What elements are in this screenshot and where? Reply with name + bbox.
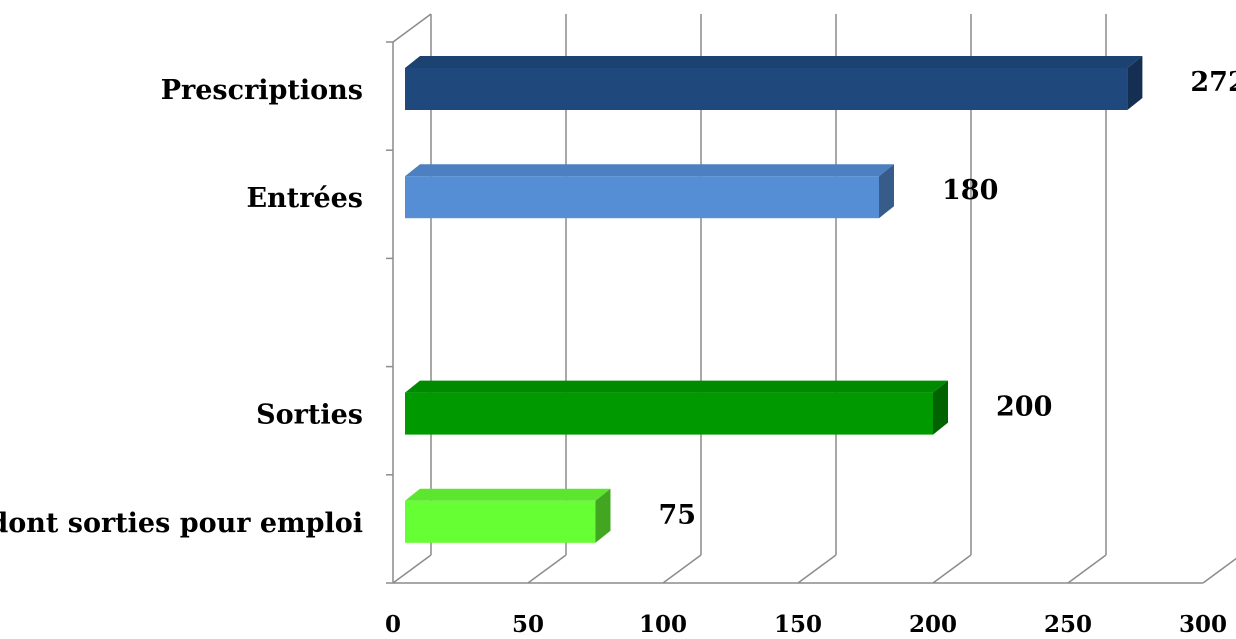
bar-side-face bbox=[933, 380, 948, 435]
bar-value-label: 272 bbox=[1190, 67, 1236, 98]
bar-side-face bbox=[595, 488, 611, 543]
x-tick-label: 150 bbox=[774, 611, 822, 638]
bar-value-label: 75 bbox=[659, 500, 697, 531]
category-label: dont sorties pour emploi bbox=[0, 508, 363, 539]
x-tick-label: 250 bbox=[1044, 611, 1092, 638]
floor-gridline bbox=[1202, 557, 1236, 584]
category-label: Entrées bbox=[247, 183, 363, 214]
bar-top-face bbox=[405, 56, 1143, 68]
bar-top-face bbox=[405, 380, 948, 393]
bar bbox=[405, 380, 948, 435]
bar-front-face bbox=[405, 392, 933, 435]
floor-gridline bbox=[1067, 554, 1107, 584]
floor-gridline bbox=[527, 554, 567, 584]
bar-top-face bbox=[405, 488, 611, 501]
bar-value-label: 200 bbox=[996, 392, 1052, 423]
bar-top-face bbox=[405, 164, 894, 177]
x-tick-label: 200 bbox=[909, 611, 957, 638]
x-tick-label: 50 bbox=[512, 611, 544, 638]
floor-gridline bbox=[392, 554, 432, 584]
floor-gridline bbox=[797, 554, 837, 584]
x-tick-label: 300 bbox=[1179, 611, 1227, 638]
x-tick-label: 100 bbox=[639, 611, 687, 638]
bar bbox=[405, 164, 894, 219]
floor-gridline bbox=[932, 554, 972, 584]
bar-side-face bbox=[1127, 56, 1143, 110]
chart-bars bbox=[405, 56, 1143, 543]
bar-front-face bbox=[405, 500, 596, 543]
axis-depth-line bbox=[392, 13, 432, 43]
floor-gridline bbox=[662, 554, 702, 584]
bar bbox=[405, 56, 1143, 110]
category-label: Prescriptions bbox=[161, 75, 363, 106]
bar-front-face bbox=[405, 68, 1128, 110]
bar bbox=[405, 488, 611, 543]
bar-front-face bbox=[405, 176, 879, 219]
bar-side-face bbox=[879, 164, 894, 219]
bar-value-label: 180 bbox=[942, 175, 998, 206]
category-label: Sorties bbox=[256, 400, 363, 431]
chart-labels: 0 50 100 150 200 250 300 272 Prescriptions 180 Ent… bbox=[0, 67, 1236, 638]
x-tick-label: 0 bbox=[385, 611, 401, 638]
